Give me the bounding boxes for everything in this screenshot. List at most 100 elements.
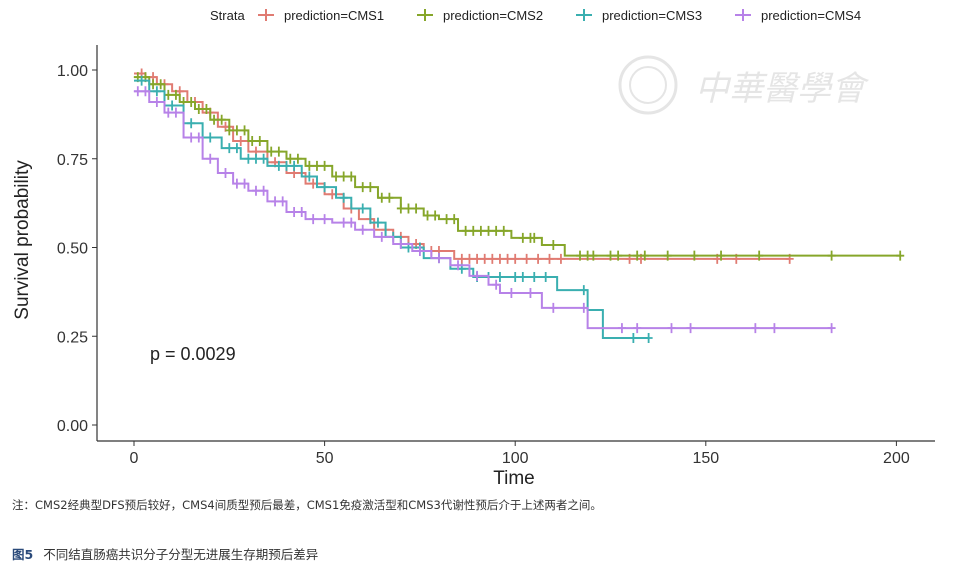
censor-mark — [457, 253, 466, 264]
censor-mark — [290, 207, 299, 217]
p-value-annotation: p = 0.0029 — [150, 344, 236, 364]
censor-mark — [164, 89, 173, 100]
x-tick-label: 150 — [692, 450, 719, 467]
censor-mark — [667, 323, 676, 334]
censor-mark — [339, 192, 348, 203]
y-tick-label: 0.00 — [57, 418, 88, 435]
y-tick-label: 1.00 — [57, 63, 88, 80]
censor-mark — [305, 171, 314, 182]
censor-mark — [614, 250, 623, 261]
censor-mark — [423, 210, 432, 221]
censor-mark — [297, 207, 306, 217]
censor-mark — [492, 279, 501, 290]
censor-mark — [232, 125, 241, 136]
legend-item: prediction=CMS1 — [258, 8, 384, 23]
censor-mark — [473, 253, 482, 264]
censor-mark — [461, 225, 470, 236]
figure-note: 注：CMS2经典型DFS预后较好，CMS4间质型预后最差，CMS1免疫激活型和C… — [12, 498, 602, 512]
censor-mark — [251, 153, 260, 164]
censor-mark — [152, 96, 161, 107]
censor-mark — [404, 203, 413, 214]
censor-mark — [164, 107, 173, 118]
censor-mark — [495, 253, 504, 264]
censor-mark — [168, 100, 177, 111]
censor-mark — [282, 160, 291, 171]
y-tick-label: 0.75 — [57, 152, 88, 169]
censor-mark — [194, 104, 203, 115]
censor-mark — [152, 86, 161, 97]
x-axis-ticks: 0 50 100 150 200 — [130, 441, 910, 467]
censor-mark — [358, 203, 367, 214]
censor-mark — [187, 132, 196, 143]
censor-mark — [640, 250, 649, 261]
censor-mark — [495, 271, 504, 282]
censor-mark — [232, 143, 241, 154]
censor-mark — [579, 302, 588, 313]
censor-mark — [633, 250, 642, 261]
censor-mark — [576, 250, 585, 261]
censor-mark — [549, 302, 558, 313]
legend-key-icon — [258, 9, 274, 21]
watermark-text: 中華醫學會 — [695, 69, 870, 109]
legend-label: prediction=CMS3 — [602, 8, 702, 23]
figure-label: 图5 — [12, 547, 34, 562]
censor-mark — [133, 86, 142, 97]
censor-mark — [686, 323, 695, 334]
censor-mark — [476, 225, 485, 236]
censor-mark — [286, 153, 295, 164]
censor-mark — [217, 114, 226, 125]
censor-mark — [259, 153, 268, 164]
censor-mark — [827, 250, 836, 261]
censor-mark — [221, 167, 230, 178]
censor-mark — [149, 79, 158, 90]
figure-title: 不同结直肠癌共识分子分型无进展生存期预后差异 — [43, 547, 319, 562]
x-axis-title: Time — [493, 468, 535, 489]
censor-mark — [465, 253, 474, 264]
censor-mark — [469, 225, 478, 236]
censor-mark — [434, 253, 443, 264]
y-axis-title: Survival probability — [12, 160, 33, 320]
series-cms4 — [133, 86, 836, 334]
censor-mark — [454, 260, 463, 271]
x-tick-label: 50 — [316, 450, 334, 467]
watermark-seal-icon — [618, 55, 678, 115]
censor-mark — [373, 217, 382, 228]
censor-mark — [385, 192, 394, 203]
censor-mark — [347, 217, 356, 228]
legend-item: prediction=CMS2 — [417, 8, 543, 23]
censor-mark — [236, 136, 245, 146]
series-cms3 — [134, 75, 653, 344]
censor-mark — [225, 125, 234, 136]
survival-curve — [134, 90, 832, 330]
x-tick-label: 0 — [130, 450, 139, 467]
censor-mark — [225, 143, 234, 154]
censor-mark — [480, 253, 489, 264]
censor-mark — [579, 285, 588, 296]
censor-mark — [617, 323, 626, 334]
censor-mark — [248, 136, 257, 146]
watermark-seal-inner — [629, 66, 667, 104]
censor-mark — [202, 104, 211, 115]
watermark: 中華醫學會 — [618, 55, 870, 115]
censor-mark — [293, 153, 302, 164]
censor-mark — [244, 153, 253, 164]
censor-mark — [526, 287, 535, 298]
censor-mark — [347, 171, 356, 182]
legend-key-icon — [417, 9, 433, 21]
censor-mark — [240, 125, 249, 136]
censor-mark — [473, 270, 482, 281]
censor-mark — [358, 224, 367, 235]
legend-label: prediction=CMS1 — [284, 8, 384, 23]
censor-mark — [240, 178, 249, 189]
censor-mark — [530, 232, 539, 243]
censor-mark — [412, 203, 421, 214]
censor-mark — [366, 182, 375, 193]
censor-mark — [187, 96, 196, 107]
legend-label: prediction=CMS4 — [761, 8, 861, 23]
censor-mark — [332, 171, 341, 182]
survival-curves — [133, 68, 905, 344]
censor-mark — [274, 146, 283, 157]
censor-mark — [484, 225, 493, 236]
legend-key-icon — [576, 9, 592, 21]
legend-key-icon — [735, 9, 751, 21]
